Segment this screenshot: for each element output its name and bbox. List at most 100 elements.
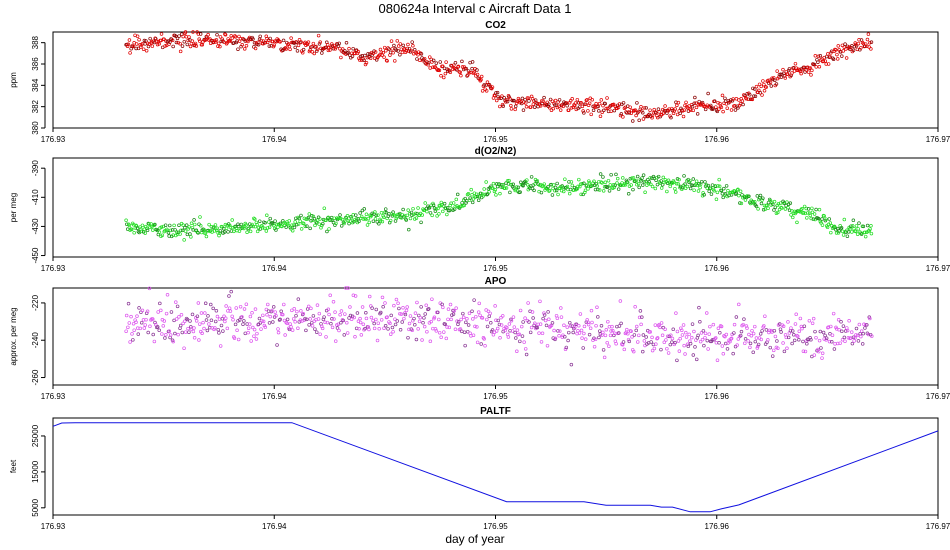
- co2-point: [392, 43, 396, 48]
- co2-points: [124, 30, 874, 123]
- co2-point: [144, 48, 149, 53]
- apo-point: [863, 326, 867, 330]
- co2-point: [768, 80, 773, 84]
- co2-point: [669, 115, 673, 120]
- co2-x-tick-label: 176.93: [41, 135, 66, 144]
- apo-point: [376, 321, 381, 325]
- apo-point: [215, 314, 220, 319]
- o2n2-point: [143, 231, 147, 235]
- co2-point: [798, 69, 803, 74]
- apo-point: [391, 329, 395, 334]
- o2n2-point: [811, 217, 816, 221]
- co2-point: [490, 85, 495, 89]
- apo-point: [755, 346, 760, 350]
- apo-point: [824, 336, 829, 340]
- apo-point: [182, 346, 186, 350]
- apo-point: [260, 319, 264, 323]
- co2-point: [438, 60, 442, 64]
- o2n2-point: [229, 229, 234, 233]
- o2n2-y-tick-label: -390: [31, 160, 40, 177]
- apo-point: [324, 335, 328, 339]
- co2-point: [541, 99, 545, 104]
- co2-point: [723, 96, 727, 101]
- co2-point: [362, 58, 366, 62]
- apo-point: [835, 341, 840, 346]
- apo-point: [568, 320, 572, 325]
- apo-point: [759, 337, 764, 342]
- apo-point: [650, 348, 655, 353]
- apo-point: [374, 307, 379, 312]
- o2n2-point: [719, 188, 724, 193]
- o2n2-point: [172, 223, 176, 228]
- o2n2-point: [465, 192, 470, 197]
- o2n2-point: [849, 224, 853, 228]
- apo-point: [855, 333, 860, 338]
- co2-point: [681, 114, 686, 119]
- o2n2-point: [673, 186, 677, 191]
- apo-point: [533, 321, 537, 325]
- o2n2-point: [776, 201, 781, 206]
- apo-point: [370, 306, 374, 310]
- apo-point: [620, 342, 624, 346]
- o2n2-point: [672, 180, 676, 184]
- apo-point: [673, 340, 677, 345]
- co2-point: [187, 35, 191, 39]
- apo-point: [361, 322, 366, 326]
- co2-point: [599, 98, 604, 102]
- apo-point: [857, 322, 862, 327]
- co2-point: [817, 65, 822, 69]
- o2n2-point: [248, 229, 253, 234]
- apo-point: [455, 319, 459, 323]
- apo-point: [316, 317, 321, 321]
- co2-point: [775, 69, 779, 73]
- co2-point: [836, 44, 841, 48]
- apo-point: [197, 322, 202, 326]
- apo-point: [173, 331, 177, 336]
- o2n2-point: [321, 221, 325, 226]
- co2-point: [524, 105, 529, 109]
- co2-point: [774, 82, 779, 86]
- apo-point: [630, 335, 634, 339]
- o2n2-point: [587, 181, 592, 185]
- co2-point: [426, 60, 431, 65]
- apo-point: [381, 305, 385, 309]
- o2n2-point: [138, 225, 142, 229]
- o2n2-point: [861, 224, 866, 229]
- co2-point: [580, 104, 585, 109]
- apo-point: [214, 309, 219, 313]
- apo-point: [823, 333, 827, 338]
- co2-point: [641, 117, 646, 121]
- apo-point: [418, 315, 422, 320]
- apo-point: [522, 340, 526, 344]
- o2n2-point: [236, 222, 240, 227]
- o2n2-point: [592, 179, 596, 184]
- co2-point: [495, 90, 500, 95]
- apo-point: [220, 317, 225, 321]
- o2n2-point: [367, 220, 371, 225]
- co2-point: [589, 112, 593, 117]
- o2n2-point: [253, 217, 257, 221]
- o2n2-point: [606, 185, 610, 189]
- apo-point: [655, 336, 660, 340]
- o2n2-point: [697, 182, 701, 186]
- o2n2-point: [791, 215, 795, 220]
- o2n2-point: [198, 215, 202, 219]
- o2n2-point: [338, 213, 342, 217]
- o2n2-point: [603, 180, 608, 185]
- apo-point: [555, 316, 560, 321]
- apo-point: [827, 339, 832, 344]
- apo-point: [464, 320, 468, 325]
- apo-point: [231, 317, 235, 322]
- o2n2-point: [222, 230, 227, 234]
- o2n2-point: [501, 182, 505, 187]
- apo-point: [308, 317, 312, 321]
- co2-point: [752, 87, 757, 91]
- co2-point: [196, 32, 201, 36]
- o2n2-point: [808, 213, 812, 218]
- apo-point: [221, 329, 225, 333]
- apo-point: [660, 333, 665, 338]
- apo-point: [545, 343, 550, 348]
- apo-point: [768, 345, 773, 350]
- apo-point: [683, 352, 687, 356]
- apo-point: [441, 305, 445, 310]
